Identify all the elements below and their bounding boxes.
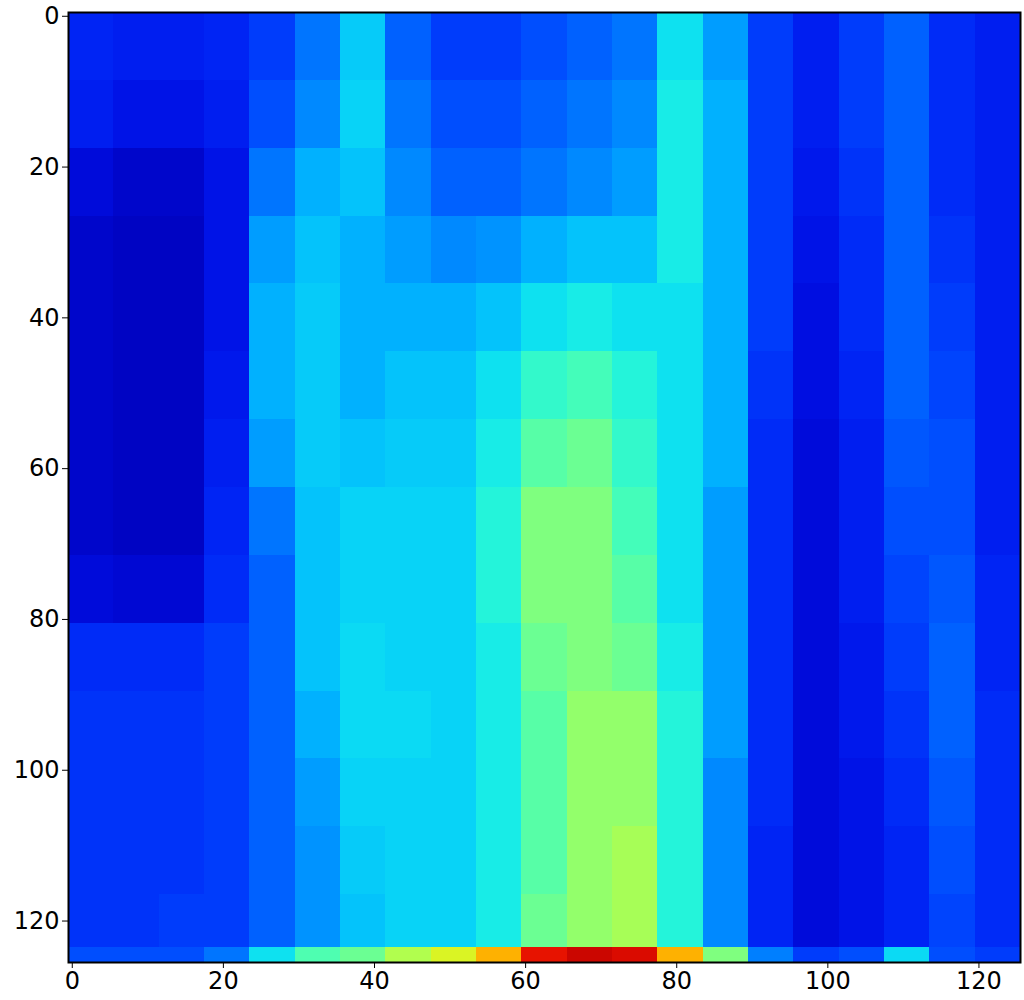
svg-text:60: 60 <box>29 454 60 482</box>
svg-text:100: 100 <box>14 756 60 784</box>
svg-text:120: 120 <box>14 907 60 935</box>
svg-text:0: 0 <box>65 967 80 995</box>
svg-text:80: 80 <box>29 605 60 633</box>
svg-text:120: 120 <box>956 967 1002 995</box>
svg-text:100: 100 <box>805 967 851 995</box>
svg-text:0: 0 <box>44 2 59 30</box>
svg-text:60: 60 <box>510 967 541 995</box>
svg-text:20: 20 <box>208 967 239 995</box>
svg-text:40: 40 <box>359 967 390 995</box>
svg-text:40: 40 <box>29 304 60 332</box>
svg-text:20: 20 <box>29 153 60 181</box>
svg-text:80: 80 <box>661 967 692 995</box>
